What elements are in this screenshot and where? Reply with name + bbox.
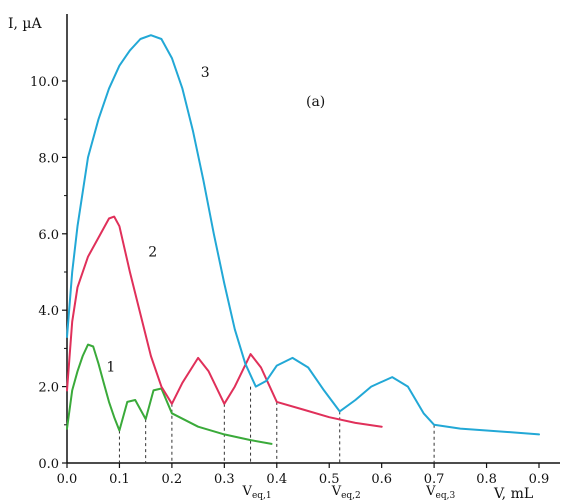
x-axis-label: V, mL [493,486,533,502]
veq-label: Veq,2 [331,484,361,501]
curve-labels: 1 2 3 [106,65,209,375]
y-tick-label: 2.0 [38,381,59,396]
series-line-3 [66,34,540,436]
x-tick-label: 0.8 [476,472,497,487]
curve-label-1: 1 [106,359,115,375]
x-tick-label: 0.9 [529,472,550,487]
x-tick-label: 0.6 [371,472,392,487]
x-tick-label: 0.5 [319,472,340,487]
y-tick-label: 6.0 [38,228,59,243]
y-tick-label: 0.0 [38,457,59,472]
curve-label-2: 2 [148,245,157,261]
equivalence-labels: Veq,1 Veq,2 Veq,3 [242,484,456,501]
x-tick-label: 0.2 [162,472,183,487]
panel-label: (a) [306,94,325,110]
x-tick-label: 0.4 [266,472,287,487]
y-tick-label: 10.0 [30,75,59,90]
x-tick-label: 0.3 [214,472,235,487]
y-ticks: 0.0 2.0 4.0 6.0 8.0 10.0 [30,75,67,472]
curve-label-3: 3 [201,65,210,81]
axes [66,14,560,464]
y-axis-label: I, µA [8,16,43,32]
dashed-markers [118,386,435,463]
series-group [66,34,540,445]
series-line-2 [66,215,383,428]
veq-label: Veq,3 [425,484,455,501]
x-tick-label: 0.1 [109,472,130,487]
x-tick-label: 0.7 [424,472,445,487]
x-ticks: 0.0 0.1 0.2 0.3 0.4 0.5 0.6 0.7 0.8 0.9 [57,463,550,487]
veq-label: Veq,1 [242,484,272,501]
y-tick-label: 8.0 [38,151,59,166]
y-tick-label: 4.0 [38,304,59,319]
x-tick-label: 0.0 [57,472,78,487]
series-line-1 [66,343,273,445]
